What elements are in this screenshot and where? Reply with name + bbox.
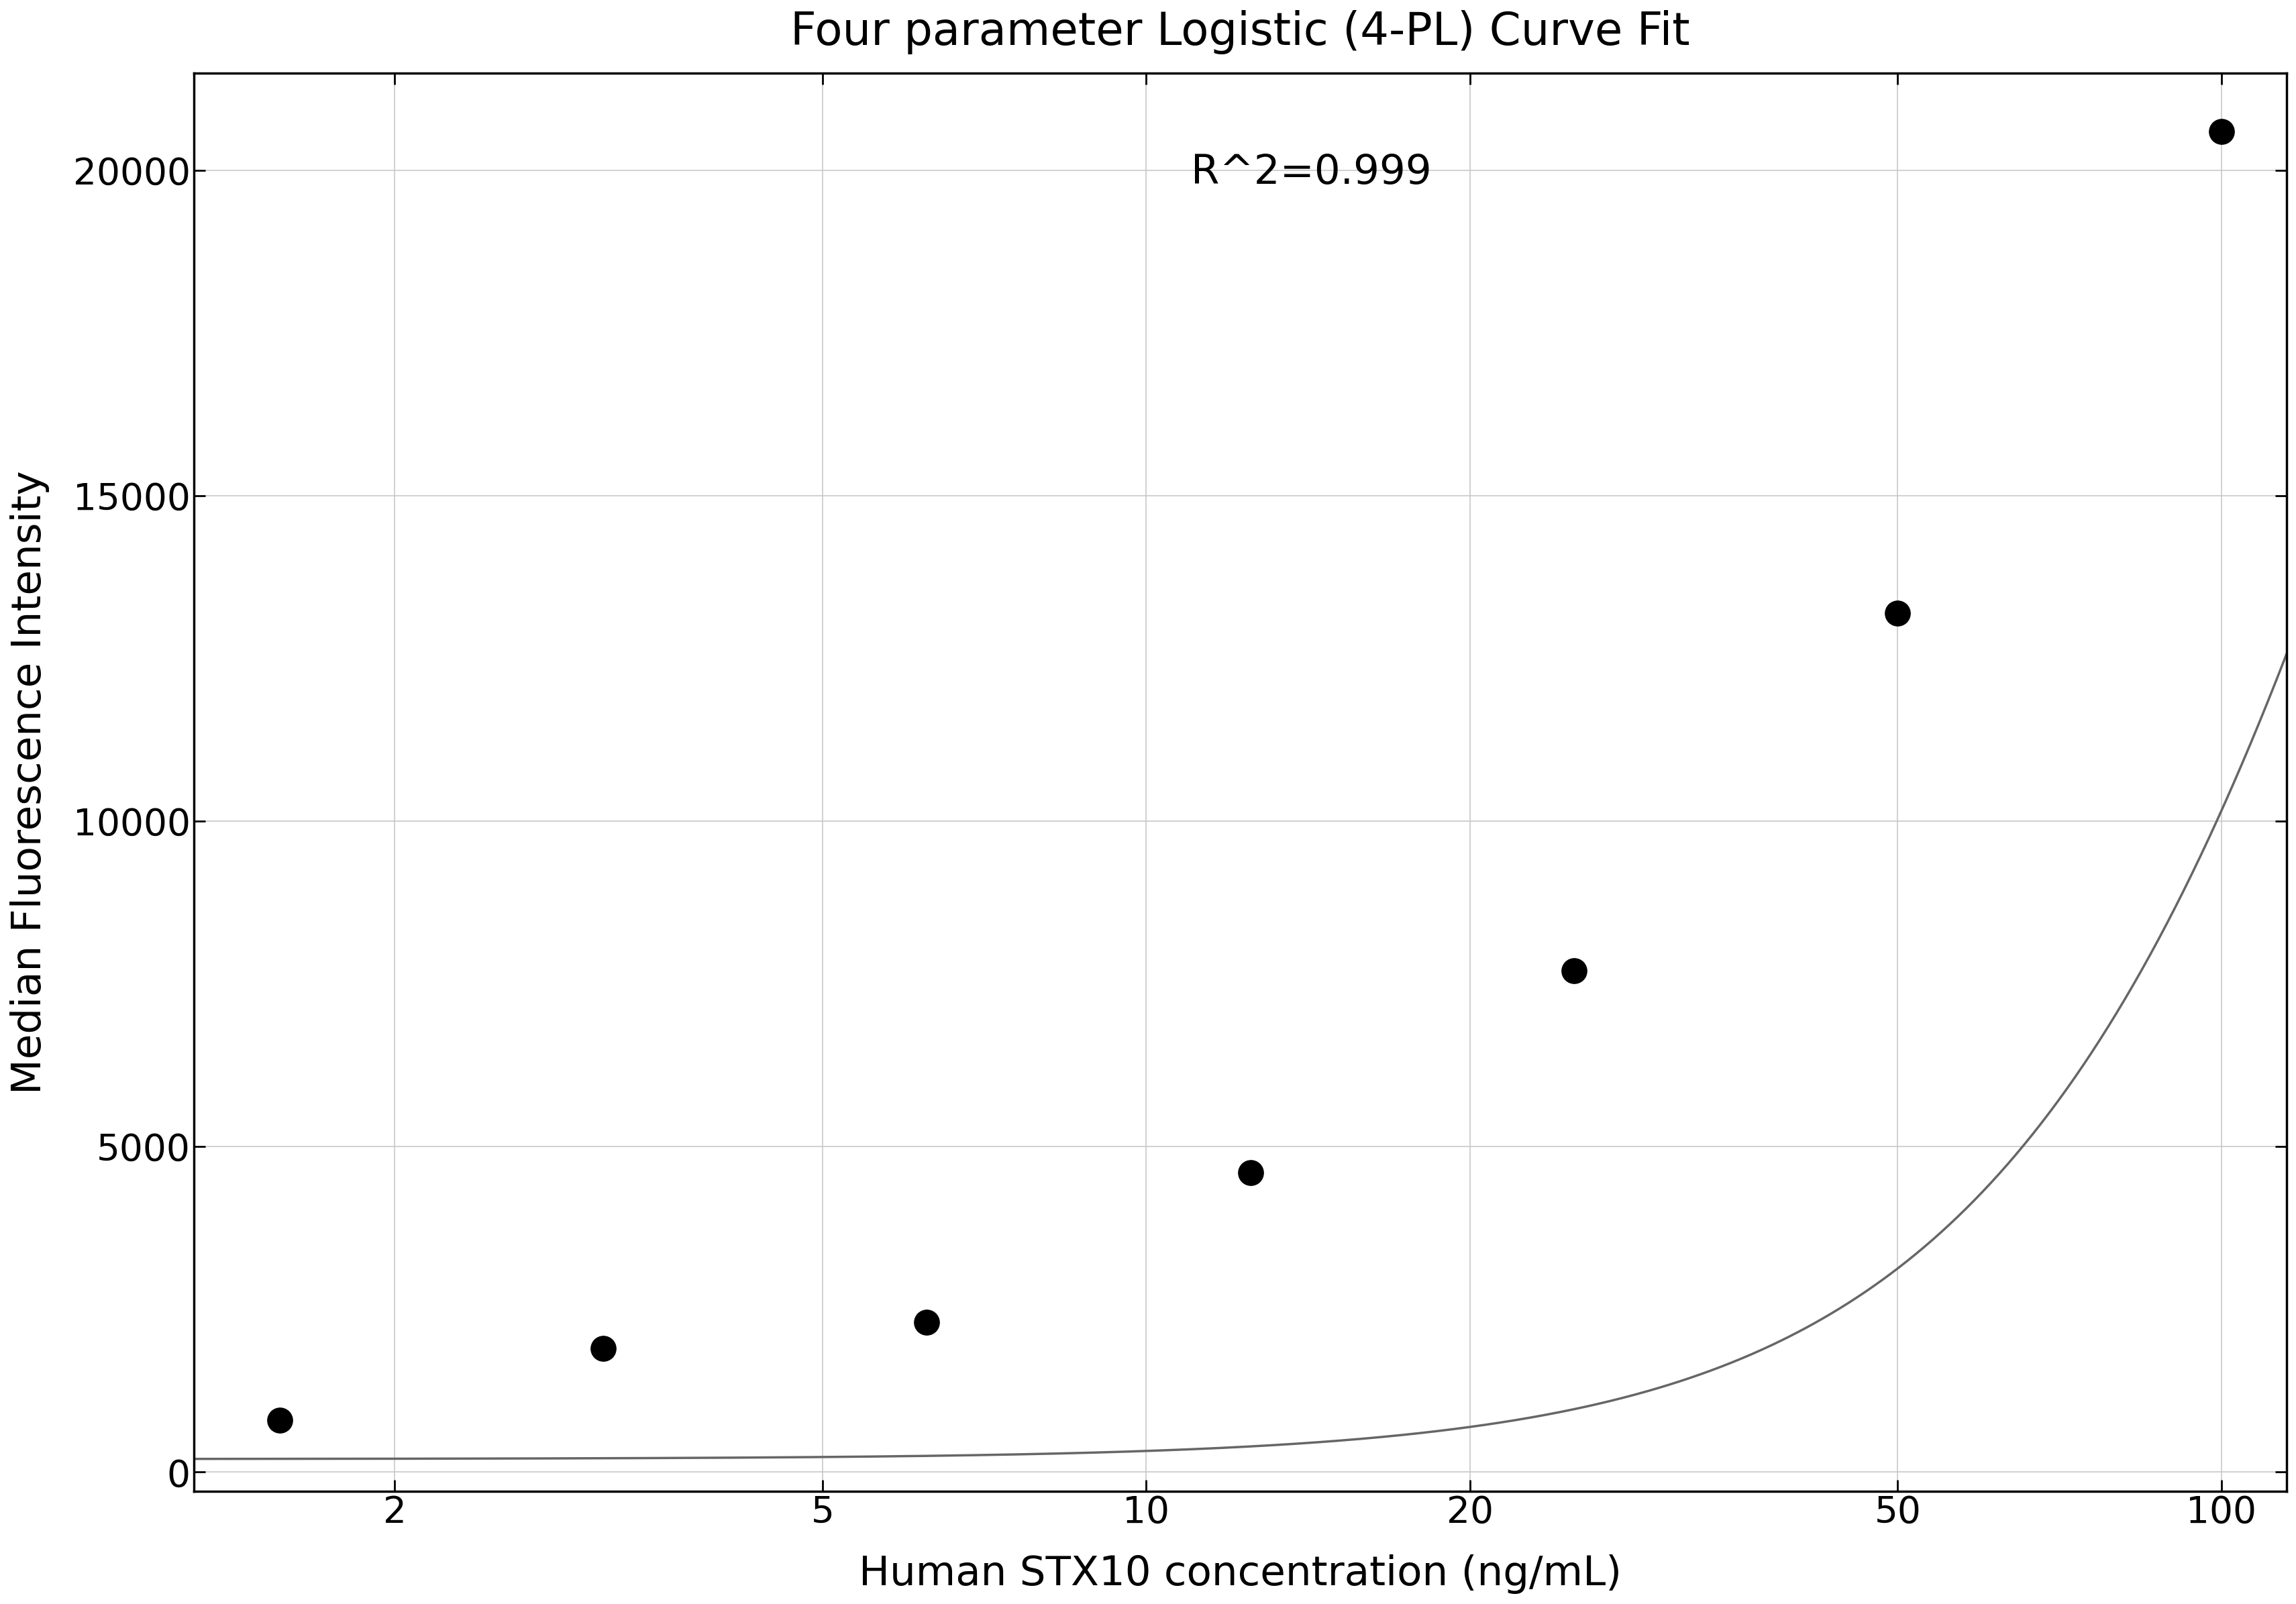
Y-axis label: Median Fluorescence Intensity: Median Fluorescence Intensity <box>9 470 51 1094</box>
Point <box>585 1336 622 1362</box>
Point <box>2202 119 2239 144</box>
X-axis label: Human STX10 concentration (ng/mL): Human STX10 concentration (ng/mL) <box>859 1554 1621 1594</box>
Text: R^2=0.999: R^2=0.999 <box>1189 152 1430 192</box>
Title: Four parameter Logistic (4-PL) Curve Fit: Four parameter Logistic (4-PL) Curve Fit <box>790 10 1690 55</box>
Point <box>262 1407 298 1432</box>
Point <box>1231 1160 1267 1185</box>
Point <box>909 1309 946 1335</box>
Point <box>1878 600 1915 626</box>
Point <box>1554 958 1591 983</box>
